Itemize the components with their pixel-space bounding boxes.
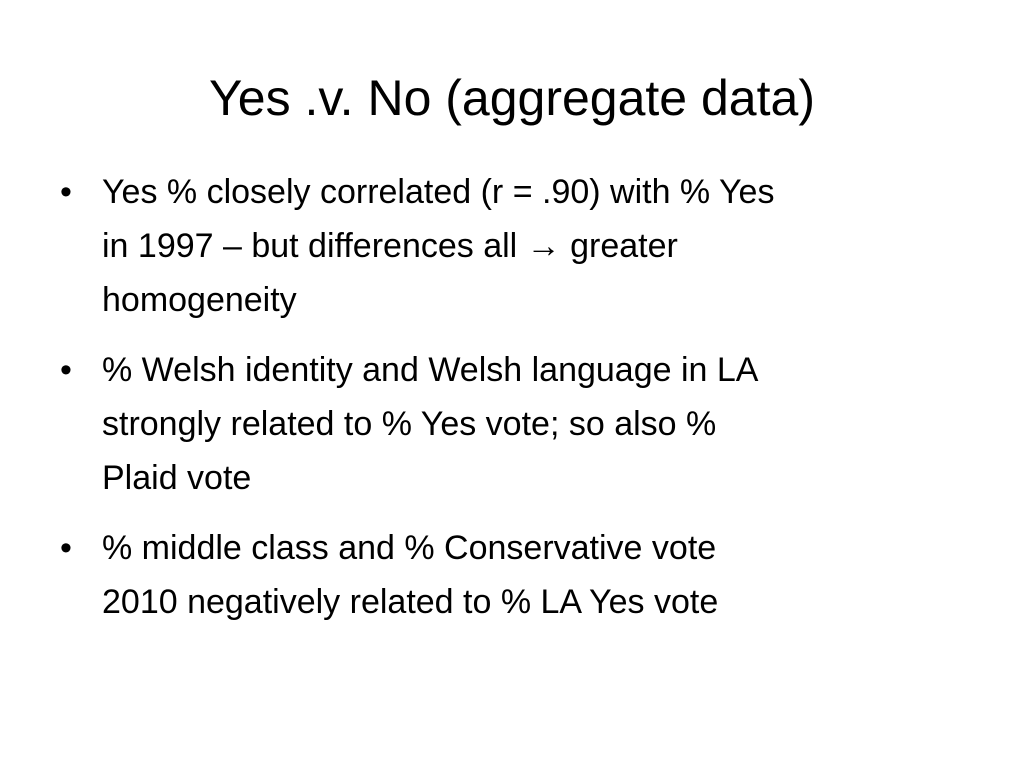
- bullet-text: homogeneity: [102, 281, 297, 319]
- bullet-item: • % middle class and % Conservative vote 2…: [60, 521, 1000, 629]
- slide-title: Yes .v. No (aggregate data): [209, 70, 815, 126]
- bullet-marker: •: [60, 351, 72, 389]
- bullet-text: strongly related to % Yes vote; so also …: [102, 405, 717, 443]
- bullet-text: % Welsh identity and Welsh language in L…: [102, 351, 759, 389]
- bullet-text: Yes % closely correlated (r = .90) with …: [102, 173, 775, 211]
- bullet-text: Plaid vote: [102, 459, 252, 497]
- bullet-text: 2010 negatively related to % LA Yes vote: [102, 583, 719, 621]
- bullet-item: • % Welsh identity and Welsh language in …: [60, 343, 1000, 505]
- bullet-text: in 1997 – but differences all → greater: [102, 227, 678, 265]
- bullet-marker: •: [60, 173, 72, 211]
- bullet-item: • Yes % closely correlated (r = .90) with…: [60, 165, 1000, 327]
- bullet-text: % middle class and % Conservative vote: [102, 529, 717, 567]
- bullet-marker: •: [60, 529, 72, 567]
